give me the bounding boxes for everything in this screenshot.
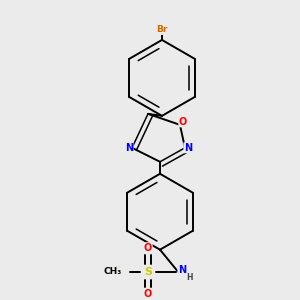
Text: S: S [113, 265, 122, 278]
Text: O: O [144, 289, 152, 298]
Text: O: O [179, 117, 187, 127]
Text: S: S [144, 267, 152, 277]
Text: N: N [178, 265, 186, 275]
Text: N: N [184, 143, 192, 153]
Text: N: N [125, 143, 133, 153]
Text: H: H [187, 273, 193, 282]
Text: Br: Br [156, 26, 168, 34]
Text: CH₃: CH₃ [104, 267, 122, 276]
Text: O: O [144, 243, 152, 253]
